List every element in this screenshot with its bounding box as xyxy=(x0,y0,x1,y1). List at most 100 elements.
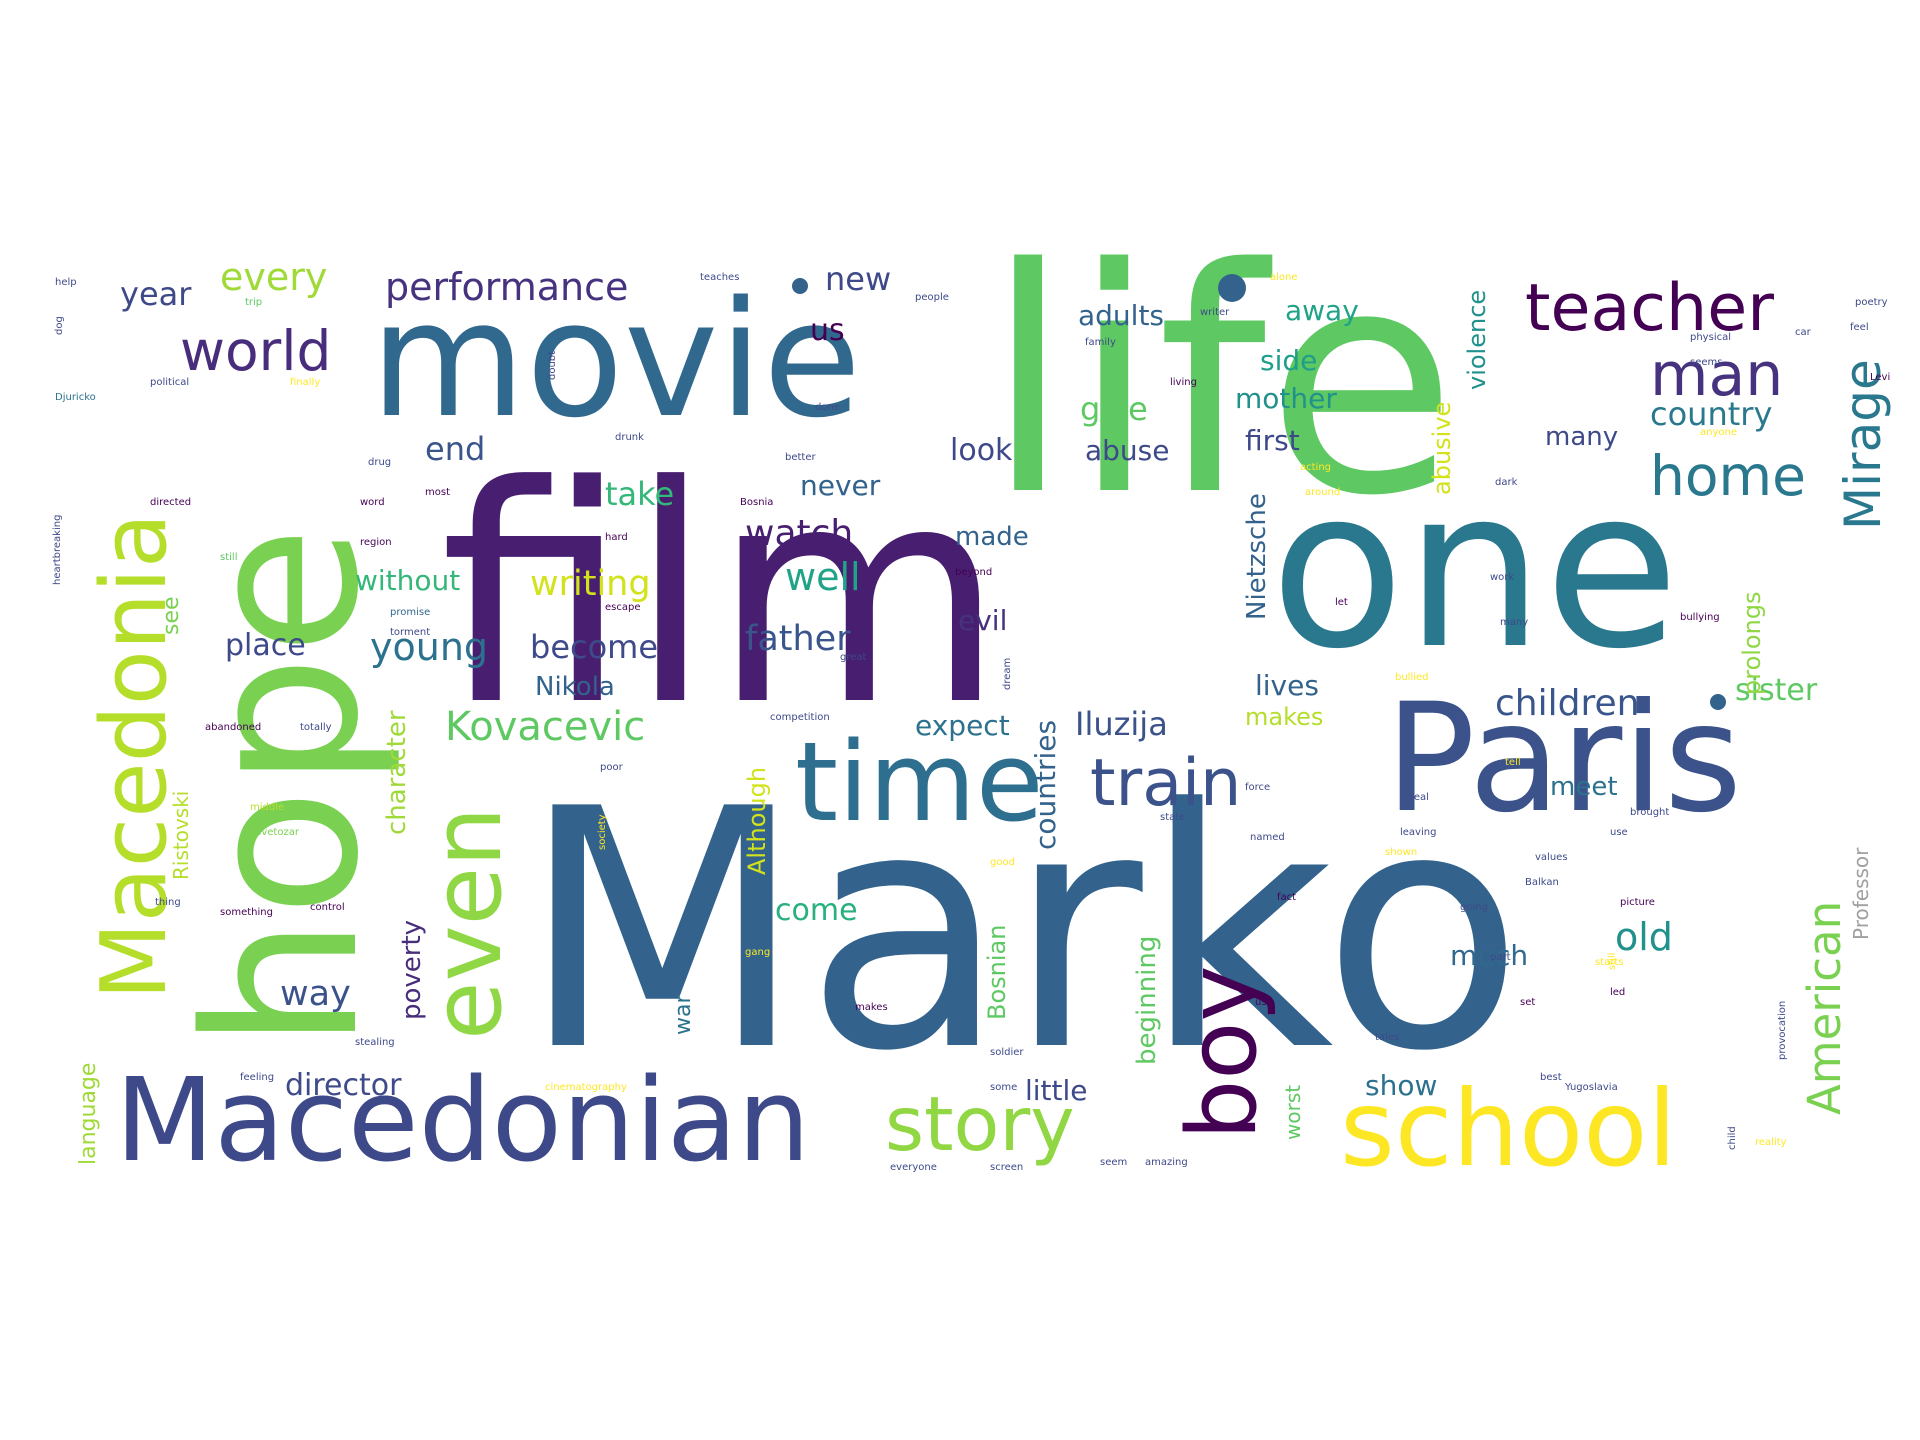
word-nikola: Nikola xyxy=(535,672,615,702)
word-much: much xyxy=(1450,939,1528,972)
word-beginning: beginning xyxy=(1132,936,1162,1065)
word-give: give xyxy=(1080,390,1148,428)
word-meet: meet xyxy=(1550,772,1618,802)
word-writing: writing xyxy=(530,564,651,604)
word-take: take xyxy=(605,475,674,513)
word-starts: starts xyxy=(1595,957,1624,968)
word-makes: makes xyxy=(1245,703,1323,731)
word-made: made xyxy=(955,522,1029,552)
word-see: see xyxy=(159,596,184,635)
word-thing: thing xyxy=(155,897,181,908)
word-feeling: feeling xyxy=(240,1072,274,1083)
word-countries: countries xyxy=(1029,720,1062,850)
word-mirage: Mirage xyxy=(1834,359,1892,530)
word-prolongs: prolongs xyxy=(1738,591,1766,695)
word-anyone: anyone xyxy=(1700,427,1737,438)
word-country: country xyxy=(1650,395,1772,433)
word-trip: trip xyxy=(245,297,262,308)
word-still: still xyxy=(1607,953,1618,970)
word-many: many xyxy=(1545,422,1618,452)
word-teaches: teaches xyxy=(700,272,739,283)
word-without: without xyxy=(355,564,460,597)
word-father: father xyxy=(745,619,851,659)
word-child: child xyxy=(1727,1126,1738,1150)
word-evil: evil xyxy=(958,604,1007,637)
word-never: never xyxy=(800,469,881,502)
word-home: home xyxy=(1650,444,1806,508)
word-director: director xyxy=(285,1068,402,1103)
word-place: place xyxy=(225,628,306,663)
word-drug: drug xyxy=(368,457,391,468)
word-end: end xyxy=(425,430,485,468)
word-brought: brought xyxy=(1630,807,1669,818)
word-show: show xyxy=(1365,1069,1437,1102)
word-around: around xyxy=(1305,487,1340,498)
word-seems: seems xyxy=(1690,357,1722,368)
word-torment: torment xyxy=(390,627,430,638)
word-tell: tell xyxy=(1505,757,1521,768)
word-state: state xyxy=(1160,812,1185,823)
word-away: away xyxy=(1285,294,1359,327)
word-done: done xyxy=(815,402,840,413)
word-bullying: bullying xyxy=(1680,612,1720,623)
word-seem: seem xyxy=(1100,1157,1127,1168)
word-directed: directed xyxy=(150,497,191,508)
word-man: man xyxy=(1650,340,1783,410)
word-performance: performance xyxy=(385,265,628,309)
word-family: family xyxy=(1085,337,1116,348)
word-professor: Professor xyxy=(1849,847,1873,940)
word-balkan: Balkan xyxy=(1525,877,1559,888)
word-great: great xyxy=(840,652,867,663)
word-poetry: poetry xyxy=(1855,297,1888,308)
word-macedonia: Macedonia xyxy=(82,513,187,1000)
word-boy: boy xyxy=(1168,965,1278,1140)
word-provocation: provocation xyxy=(1777,1001,1788,1060)
word-drunk: drunk xyxy=(615,432,644,443)
word-school: school xyxy=(1340,1068,1677,1190)
word-let: let xyxy=(1335,597,1348,608)
word-yugoslavia: Yugoslavia xyxy=(1564,1082,1618,1093)
word-time: time xyxy=(795,718,1044,846)
word-hard: hard xyxy=(605,532,628,543)
word-middle: middle xyxy=(250,802,284,813)
word-doubt: doubt xyxy=(547,351,558,380)
word-paris: Paris xyxy=(1385,672,1742,846)
word-beyond: beyond xyxy=(955,567,992,578)
word-abuse: abuse xyxy=(1085,434,1170,467)
word-physical: physical xyxy=(1690,332,1731,343)
word-still: still xyxy=(220,552,237,563)
word-fact: fact xyxy=(1277,892,1296,903)
word-kovacevic: Kovacevic xyxy=(445,704,645,750)
word-soldier: soldier xyxy=(990,1047,1024,1058)
word-screen: screen xyxy=(990,1162,1023,1173)
word-society: society xyxy=(597,814,608,850)
word-makes: makes xyxy=(855,1002,888,1013)
word-marko: Marko xyxy=(520,739,1524,1123)
word-little: little xyxy=(1025,1074,1088,1107)
word-finally: finally xyxy=(290,377,320,388)
word-acting: acting xyxy=(1300,462,1331,473)
word-part: part xyxy=(1490,952,1511,963)
word-good: good xyxy=(990,857,1015,868)
word-way: way xyxy=(280,974,351,1014)
word-going: going xyxy=(1460,902,1488,913)
word-some: some xyxy=(990,1082,1017,1093)
word-everyone: everyone xyxy=(890,1162,937,1173)
word-poverty: poverty xyxy=(397,920,427,1020)
word-named: named xyxy=(1250,832,1285,843)
word-something: something xyxy=(220,907,273,918)
word-values: values xyxy=(1535,852,1568,863)
word-nietzsche: Nietzsche xyxy=(1242,493,1272,620)
word-word: word xyxy=(360,497,385,508)
word-alone: alone xyxy=(1270,272,1298,283)
word-escape: escape xyxy=(605,602,641,613)
word-watch: watch xyxy=(745,513,853,554)
word-leaving: leaving xyxy=(1400,827,1436,838)
word-picture: picture xyxy=(1620,897,1655,908)
word-control: control xyxy=(310,902,345,913)
word-lives: lives xyxy=(1255,669,1319,702)
word-region: region xyxy=(360,537,392,548)
word-movie: movie xyxy=(370,266,861,453)
dot-mark xyxy=(792,278,808,294)
